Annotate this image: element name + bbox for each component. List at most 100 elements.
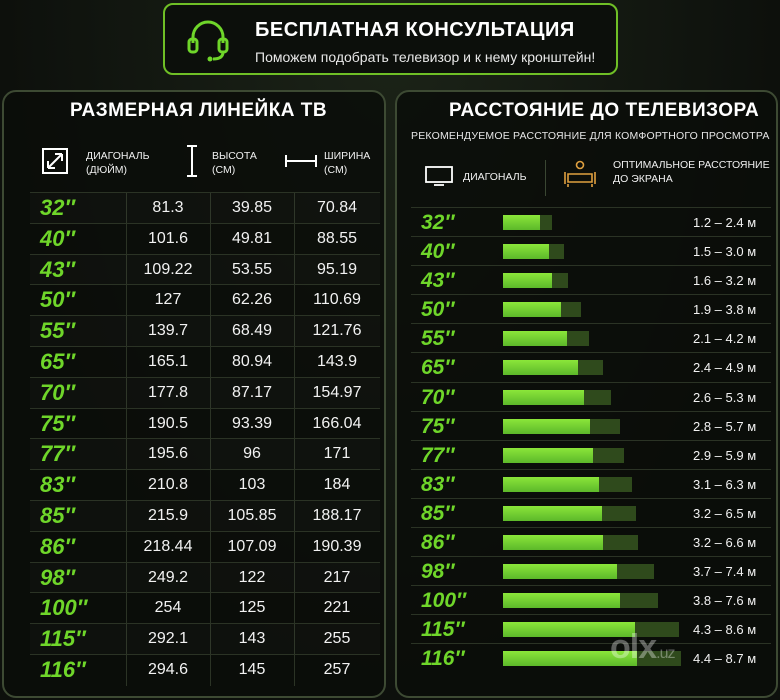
distance-range: 1.6 – 3.2 м <box>693 273 757 289</box>
table-row: 40″ 101.6 49.81 88.55 <box>30 222 380 254</box>
width-cell: 171 <box>323 445 351 463</box>
height-icon <box>187 145 197 177</box>
height-cell: 125 <box>238 599 266 617</box>
size-cell: 40″ <box>421 240 455 264</box>
distance-bar <box>503 593 620 609</box>
height-cell: 68.49 <box>231 322 273 340</box>
diagonal-cm-cell: 218.44 <box>143 537 193 555</box>
distance-bar <box>503 476 600 492</box>
table-row: 55″ 139.7 68.49 121.76 <box>30 315 380 346</box>
distance-table-title: РАССТОЯНИЕ ДО ТЕЛЕВИЗОРА <box>449 100 760 121</box>
size-cell: 83″ <box>40 472 76 498</box>
distance-range: 3.1 – 6.3 м <box>693 476 757 492</box>
distance-bar <box>503 418 590 434</box>
headset-icon <box>187 20 229 62</box>
distance-bar <box>503 622 635 638</box>
width-cell: 221 <box>323 599 351 617</box>
size-cell: 43″ <box>421 269 455 293</box>
distance-bar <box>503 651 637 667</box>
distance-row: 115″ 4.3 – 8.6 м <box>411 614 771 643</box>
distance-row: 98″ 3.7 – 7.4 м <box>411 556 771 585</box>
diagonal-cm-cell: 294.6 <box>147 660 189 678</box>
width-label: ШИРИНА (СМ) <box>324 150 371 176</box>
height-cell: 122 <box>238 568 266 586</box>
diagonal-cm-cell: 109.22 <box>143 260 193 278</box>
distance-column-label: ОПТИМАЛЬНОЕ РАССТОЯНИЕ ДО ЭКРАНА <box>613 159 770 185</box>
diagonal-cm-cell: 215.9 <box>147 506 189 524</box>
size-cell: 100″ <box>40 595 88 621</box>
width-header: ШИРИНА (СМ) <box>284 140 380 188</box>
size-cell: 83″ <box>421 472 455 496</box>
distance-bar <box>503 447 594 463</box>
distance-bar <box>503 564 617 580</box>
width-cell: 190.39 <box>312 537 362 555</box>
distance-table-subtitle: РЕКОМЕНДУЕМОЕ РАССТОЯНИЕ ДЛЯ КОМФОРТНОГО… <box>411 130 770 142</box>
height-cell: 145 <box>238 660 266 678</box>
size-cell: 55″ <box>40 318 76 344</box>
distance-row: 43″ 1.6 – 3.2 м <box>411 265 771 294</box>
distance-row: 65″ 2.4 – 4.9 м <box>411 352 771 381</box>
width-icon <box>285 155 317 167</box>
table-row: 115″ 292.1 143 255 <box>30 623 380 654</box>
diagonal-cm-cell: 139.7 <box>147 322 189 340</box>
diagonal-cm-cell: 165.1 <box>147 352 189 370</box>
height-header: ВЫСОТА (СМ) <box>186 140 266 188</box>
distance-row: 116″ 4.4 – 8.7 м <box>411 643 771 672</box>
table-row: 65″ 165.1 80.94 143.9 <box>30 345 380 377</box>
height-cell: 87.17 <box>231 383 273 401</box>
width-cell: 184 <box>323 476 351 494</box>
size-cell: 86″ <box>40 533 76 559</box>
consultation-title: БЕСПЛАТНАЯ КОНСУЛЬТАЦИЯ <box>255 19 575 41</box>
size-cell: 116″ <box>40 656 86 682</box>
olx-watermark: olx.uz <box>610 628 675 667</box>
distance-row: 50″ 1.9 – 3.8 м <box>411 294 771 323</box>
distance-table-body: 32″ 1.2 – 2.4 м 40″ 1.5 – 3.0 м 43″ 1.6 – 3.2… <box>411 207 771 673</box>
size-cell: 98″ <box>40 564 76 590</box>
diagonal-label: ДИАГОНАЛЬ (ДЮЙМ) <box>86 150 150 176</box>
table-row: 32″ 81.3 39.85 70.84 <box>30 192 380 223</box>
size-table-panel: РАЗМЕРНАЯ ЛИНЕЙКА ТВ ДИАГОНАЛЬ (ДЮЙМ) ВЫ… <box>2 90 386 698</box>
size-cell: 77″ <box>40 441 76 467</box>
distance-bar <box>503 302 562 318</box>
size-cell: 65″ <box>421 356 455 380</box>
table-row: 100″ 254 125 221 <box>30 592 380 623</box>
distance-row: 55″ 2.1 – 4.2 м <box>411 323 771 352</box>
height-label: ВЫСОТА (СМ) <box>212 150 257 176</box>
distance-bar <box>503 360 578 376</box>
size-cell: 32″ <box>40 195 76 220</box>
distance-row: 83″ 3.1 – 6.3 м <box>411 468 771 498</box>
diagonal-cm-cell: 249.2 <box>147 568 189 586</box>
distance-row: 40″ 1.5 – 3.0 м <box>411 236 771 265</box>
width-cell: 154.97 <box>312 383 362 401</box>
sofa-icon <box>564 160 596 187</box>
diagonal-icon <box>42 148 68 174</box>
distance-bar <box>503 505 603 521</box>
size-table-header: ДИАГОНАЛЬ (ДЮЙМ) ВЫСОТА (СМ) ШИРИНА (СМ) <box>30 140 380 188</box>
diagonal-cm-cell: 210.8 <box>147 476 189 494</box>
height-cell: 39.85 <box>231 199 273 216</box>
consultation-banner[interactable]: БЕСПЛАТНАЯ КОНСУЛЬТАЦИЯ Поможем подобрат… <box>163 3 618 75</box>
table-row: 83″ 210.8 103 184 <box>30 469 380 500</box>
height-cell: 107.09 <box>227 537 277 555</box>
size-cell: 100″ <box>421 589 467 613</box>
height-cell: 96 <box>243 445 261 463</box>
diagonal-cm-cell: 177.8 <box>147 383 189 401</box>
watermark-brand: olx <box>610 628 657 666</box>
diagonal-cm-cell: 195.6 <box>147 445 189 463</box>
size-cell: 32″ <box>421 211 455 234</box>
diagonal-cm-cell: 190.5 <box>147 414 189 432</box>
size-cell: 70″ <box>421 385 455 409</box>
distance-range: 4.4 – 8.7 м <box>693 651 757 667</box>
size-cell: 86″ <box>421 531 455 555</box>
table-row: 70″ 177.8 87.17 154.97 <box>30 376 380 408</box>
width-cell: 257 <box>323 660 351 678</box>
table-row: 43″ 109.22 53.55 95.19 <box>30 253 380 285</box>
distance-range: 3.2 – 6.6 м <box>693 535 757 551</box>
diagonal-column-label: ДИАГОНАЛЬ <box>463 171 527 183</box>
diagonal-cm-cell: 81.3 <box>152 199 184 216</box>
distance-range: 3.8 – 7.6 м <box>693 593 757 609</box>
height-cell: 53.55 <box>231 260 273 278</box>
size-cell: 55″ <box>421 327 455 351</box>
size-cell: 115″ <box>40 626 86 652</box>
distance-range: 3.2 – 6.5 м <box>693 505 757 521</box>
